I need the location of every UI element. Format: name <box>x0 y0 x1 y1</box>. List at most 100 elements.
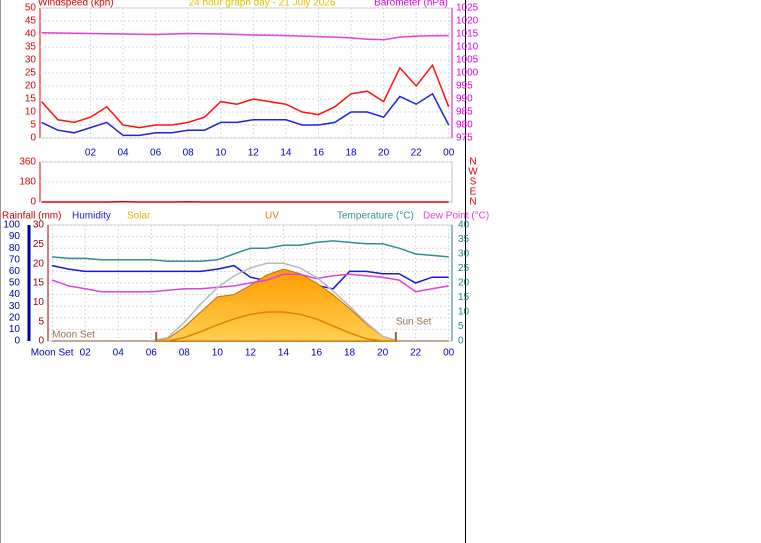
y2-tick-label: 1005 <box>456 55 479 66</box>
x-tick-label: 18 <box>344 348 356 359</box>
x-tick-label: 20 <box>377 348 389 359</box>
y2-tick-label: 30 <box>458 249 470 260</box>
y2-tick-label: 35 <box>458 234 470 245</box>
x-tick-label: 00 <box>443 148 455 159</box>
x-tick-label: 20 <box>378 148 390 159</box>
y2-tick-label: 25 <box>458 263 470 274</box>
line <box>41 92 450 137</box>
y-tick-label: 10 <box>9 324 21 335</box>
y-tick-label: 30 <box>25 55 37 66</box>
y2-tick-label: E <box>470 187 477 198</box>
x-tick-label: 12 <box>248 148 260 159</box>
y2-tick-label: 985 <box>456 107 473 118</box>
y2-tick-label: 1010 <box>456 42 479 53</box>
y-tick-label: 50 <box>25 3 37 14</box>
x-tick-label: 10 <box>215 148 227 159</box>
y3-tick-label: 0 <box>38 336 44 347</box>
line <box>41 63 450 129</box>
x-tick-label: 04 <box>117 148 129 159</box>
line <box>51 273 449 293</box>
x-tick-label: 14 <box>278 348 290 359</box>
legend-label: UV <box>265 211 279 222</box>
y-tick-label: 35 <box>25 42 37 53</box>
y-tick-label: 90 <box>9 231 21 242</box>
y2-tick-label: W <box>468 167 478 178</box>
y-tick-label: 45 <box>25 16 37 27</box>
x-tick-label: 22 <box>411 148 423 159</box>
legend-label: Humidity <box>72 211 111 222</box>
y2-tick-label: 40 <box>458 220 470 231</box>
x-tick-label: 14 <box>280 148 292 159</box>
y2-tick-label: 5 <box>458 321 464 332</box>
y2-tick-label: 980 <box>456 120 473 131</box>
y2-tick-label: 1025 <box>456 3 479 14</box>
x-tick-label: 18 <box>345 148 357 159</box>
y2-tick-label: 995 <box>456 81 473 92</box>
legend-label: Dew Point (°C) <box>423 211 489 222</box>
y2-tick-label: 1020 <box>456 16 479 27</box>
y3-tick-label: 30 <box>33 220 45 231</box>
y-tick-label: 360 <box>19 157 36 168</box>
y-tick-label: 40 <box>25 29 37 40</box>
legend-label: Temperature (°C) <box>337 211 414 222</box>
y2-tick-label: 1015 <box>456 29 479 40</box>
y-tick-label: 180 <box>19 177 36 188</box>
y-axis-title: Windspeed (kph) <box>38 0 114 9</box>
y3-tick-label: 25 <box>33 239 45 250</box>
y-tick-label: 80 <box>9 243 21 254</box>
y-tick-label: 20 <box>25 81 37 92</box>
x-tick-label: 12 <box>245 348 257 359</box>
y2-tick-label: 20 <box>458 278 470 289</box>
y-tick-label: 50 <box>9 278 21 289</box>
y3-tick-label: 10 <box>33 297 45 308</box>
y3-tick-label: 15 <box>33 278 45 289</box>
x-tick-label: Moon Set <box>31 348 74 359</box>
y-tick-label: 100 <box>3 220 20 231</box>
y-tick-label: 15 <box>25 94 37 105</box>
y3-tick-label: 5 <box>38 316 44 327</box>
y-tick-label: 0 <box>30 133 36 144</box>
x-tick-label: 22 <box>410 348 422 359</box>
x-tick-label: 00 <box>443 348 455 359</box>
x-tick-label: 02 <box>80 348 92 359</box>
line <box>52 240 449 263</box>
y2-tick-label: 990 <box>456 94 473 105</box>
x-tick-label: 02 <box>85 148 97 159</box>
x-tick-label: 06 <box>150 148 162 159</box>
y-tick-label: 10 <box>25 107 37 118</box>
x-tick-label: 16 <box>313 148 325 159</box>
y-tick-label: 0 <box>30 197 36 208</box>
x-tick-label: 16 <box>311 348 323 359</box>
x-tick-label: 06 <box>146 348 158 359</box>
y2-tick-label: S <box>470 177 477 188</box>
x-tick-label: 04 <box>113 348 125 359</box>
y2-axis-title: Barometer (hPa) <box>374 0 448 9</box>
y2-tick-label: N <box>469 197 476 208</box>
x-tick-label: 08 <box>179 348 191 359</box>
y-tick-label: 0 <box>14 336 20 347</box>
y3-tick-label: 20 <box>33 258 45 269</box>
y2-tick-label: 1000 <box>456 68 479 79</box>
x-tick-label: 10 <box>212 348 224 359</box>
y2-tick-label: 975 <box>456 133 473 144</box>
y-tick-label: 60 <box>9 266 21 277</box>
chart-title: 24 hour graph day - 21 July 2026 <box>189 0 336 9</box>
line <box>52 262 449 342</box>
y-tick-label: 30 <box>9 301 21 312</box>
y-tick-label: 20 <box>9 312 21 323</box>
legend-label: Rainfall (mm) <box>2 211 61 222</box>
y2-tick-label: 10 <box>458 307 470 318</box>
y2-tick-label: 15 <box>458 292 470 303</box>
y2-tick-label: N <box>469 157 476 168</box>
legend-label: Solar <box>127 211 151 222</box>
line <box>41 31 449 41</box>
y-tick-label: 40 <box>9 289 21 300</box>
y-tick-label: 70 <box>9 254 21 265</box>
line <box>51 264 449 290</box>
y-tick-label: 5 <box>30 120 36 131</box>
annotation: Moon Set <box>52 329 95 340</box>
y-tick-label: 25 <box>25 68 37 79</box>
annotation: Sun Set <box>396 317 432 328</box>
x-tick-label: 08 <box>183 148 195 159</box>
